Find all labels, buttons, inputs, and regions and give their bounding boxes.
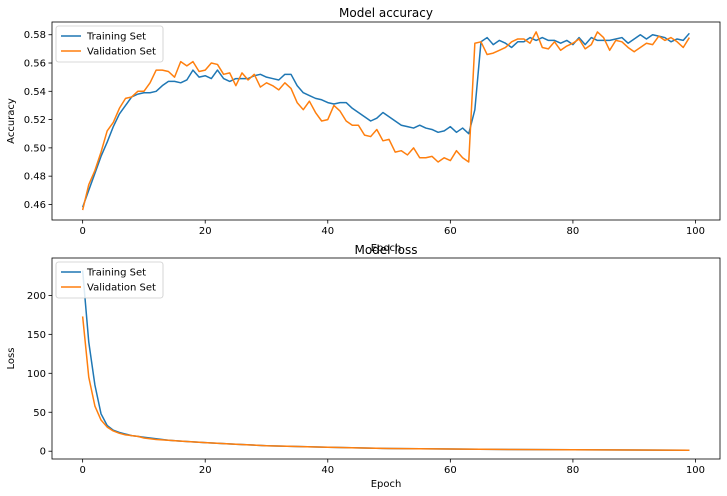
- x-tick-label: 0: [79, 465, 85, 476]
- x-tick-label: 20: [199, 226, 212, 237]
- x-tick-label: 40: [321, 465, 334, 476]
- x-tick-label: 100: [686, 465, 705, 476]
- legend-box: [55, 25, 164, 63]
- y-tick-label: 0.50: [24, 143, 46, 154]
- y-tick-label: 50: [33, 408, 46, 419]
- x-tick-label: 40: [321, 226, 334, 237]
- series-line-validation-set: [81, 316, 690, 451]
- series-line-validation-set: [81, 31, 690, 211]
- y-tick-label: 0: [40, 447, 46, 458]
- chart-title: Model loss: [354, 243, 417, 257]
- y-tick-label: 0.56: [24, 59, 46, 70]
- legend-box: [55, 261, 164, 299]
- y-tick-label: 0.52: [24, 115, 46, 126]
- x-axis-label: Epoch: [371, 243, 402, 254]
- chart-title: Model accuracy: [339, 6, 433, 20]
- legend-label: Training Set: [86, 32, 146, 43]
- y-axis-label: Loss: [6, 348, 17, 370]
- legend-label: Validation Set: [87, 47, 156, 58]
- y-tick-label: 0.58: [24, 30, 46, 41]
- series-line-training-set: [81, 32, 690, 208]
- legend-label: Validation Set: [87, 283, 156, 294]
- y-tick-label: 0.46: [24, 200, 46, 211]
- y-axis-label: Accuracy: [6, 98, 17, 144]
- plot-area-frame: [51, 21, 721, 221]
- x-tick-label: 60: [444, 465, 457, 476]
- x-tick-label: 80: [567, 465, 580, 476]
- y-tick-label: 200: [27, 291, 46, 302]
- x-tick-label: 100: [686, 226, 705, 237]
- x-tick-label: 0: [79, 226, 85, 237]
- x-tick-label: 80: [567, 226, 580, 237]
- loss-chart: Model loss 0 20 40 60 80 100 0 50 100 150 200 Epoch L…: [6, 243, 721, 490]
- accuracy-chart: Model accuracy 0 20 40 60 80 100 0.46 0.48 0.50 0.…: [6, 6, 721, 254]
- y-tick-label: 0.54: [24, 87, 46, 98]
- legend-label: Training Set: [86, 268, 146, 279]
- y-tick-label: 150: [27, 330, 46, 341]
- x-tick-label: 60: [444, 226, 457, 237]
- series-line-training-set: [81, 270, 690, 451]
- y-tick-label: 100: [27, 369, 46, 380]
- plot-area-frame: [51, 257, 721, 460]
- y-tick-label: 0.48: [24, 172, 46, 183]
- x-axis-label: Epoch: [371, 479, 402, 490]
- x-tick-label: 20: [199, 465, 212, 476]
